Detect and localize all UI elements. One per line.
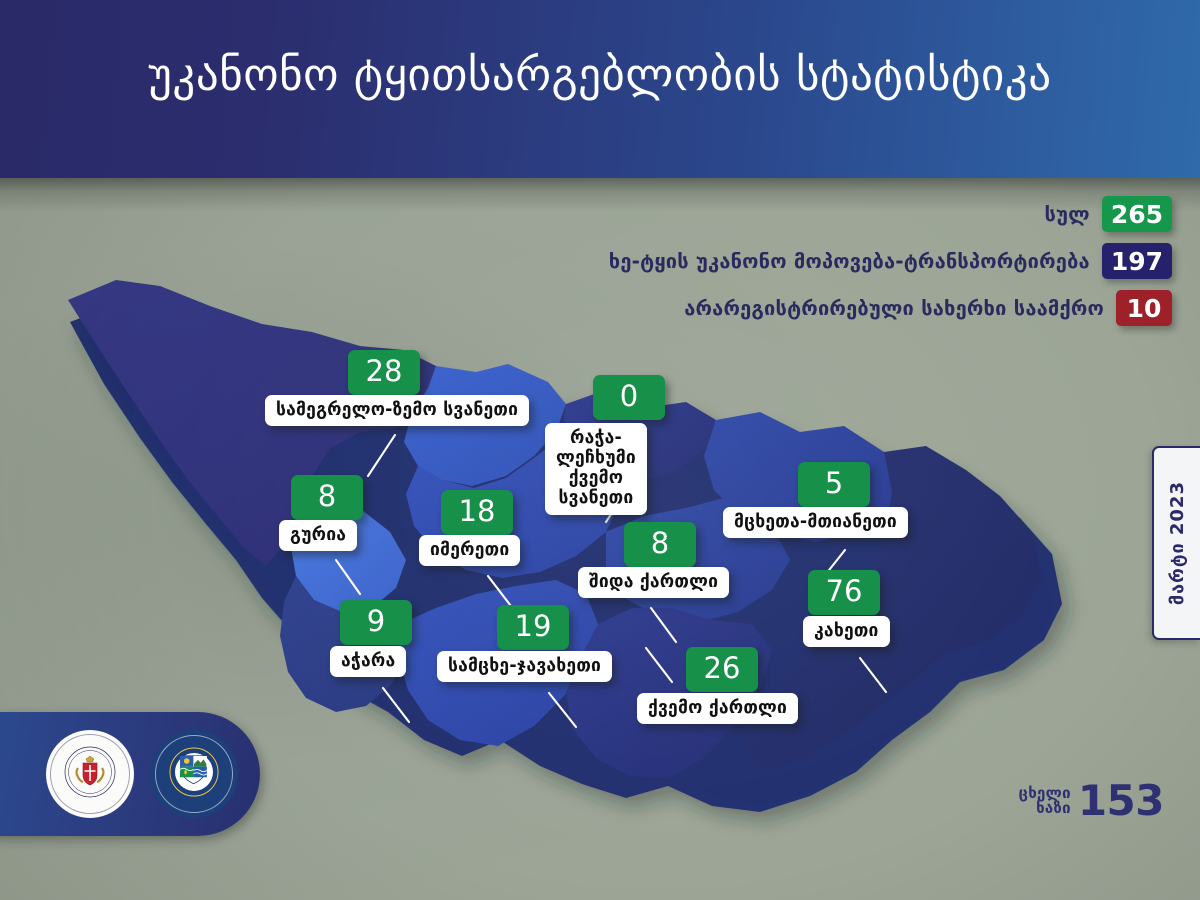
ministry-emblem-icon xyxy=(46,730,134,818)
georgia-coat-of-arms-icon xyxy=(64,746,116,798)
legend-row-unregistered: არარეგისტრირებული სახერხი საამქრო 10 xyxy=(684,290,1172,326)
region-value-badge: 26 xyxy=(686,647,758,692)
legend-badge-total: 265 xyxy=(1101,196,1172,232)
hotline-number: 153 xyxy=(1077,776,1165,825)
supervision-department-emblem-icon xyxy=(150,730,238,818)
emblem-shield xyxy=(169,747,219,801)
environment-shield-icon xyxy=(169,747,219,797)
date-tab-label: მარტი 2023 xyxy=(1166,480,1188,606)
header-banner: უკანონო ტყითსარგებლობის სტატისტიკა xyxy=(0,0,1200,178)
hotline-line-2: ხაზი xyxy=(1036,798,1071,817)
emblem-ring xyxy=(50,734,130,814)
region-value-badge: 0 xyxy=(593,375,665,420)
region-value-badge: 8 xyxy=(291,475,363,520)
region-name-label: იმერეთი xyxy=(419,535,521,567)
date-tab[interactable]: მარტი 2023 xyxy=(1152,446,1200,640)
legend-badge-transport: 197 xyxy=(1101,243,1172,279)
region-value-badge: 76 xyxy=(808,570,880,615)
region-value-badge: 19 xyxy=(497,605,569,650)
emblem-crest xyxy=(64,746,116,802)
legend-label-unregistered: არარეგისტრირებული სახერხი საამქრო xyxy=(684,296,1104,320)
region-name-label: ქვემო ქართლი xyxy=(637,693,799,725)
hotline-words: ცხელი ხაზი xyxy=(1018,783,1071,817)
region-name-label: კახეთი xyxy=(803,616,890,648)
region-name-label: აჭარა xyxy=(330,646,407,678)
region-name-label: მცხეთა-მთიანეთი xyxy=(723,507,908,539)
hotline: ცხელი ხაზი 153 xyxy=(1018,776,1165,825)
region-name-label: სამეგრელო-ზემო სვანეთი xyxy=(265,395,530,427)
region-value-badge: 5 xyxy=(798,462,870,507)
legend-row-transport: ხე-ტყის უკანონო მოპოვება-ტრანსპორტირება … xyxy=(609,243,1172,279)
region-name-label: გურია xyxy=(279,520,358,552)
map-region-kakheti xyxy=(742,446,1042,770)
hotline-line-1: ცხელი xyxy=(1018,783,1071,802)
page-title: უკანონო ტყითსარგებლობის სტატისტიკა xyxy=(148,48,1052,101)
region-name-label: რაჭა-ლეჩხუმი ქვემო სვანეთი xyxy=(545,423,647,515)
region-name-label: სამცხე-ჯავახეთი xyxy=(437,651,613,683)
region-value-badge: 9 xyxy=(340,600,412,645)
region-value-badge: 18 xyxy=(441,490,513,535)
region-value-badge: 28 xyxy=(348,350,420,395)
region-value-badge: 8 xyxy=(624,522,696,567)
legend-row-total: სულ 265 xyxy=(1045,196,1172,232)
legend-label-total: სულ xyxy=(1044,202,1090,226)
region-name-label: შიდა ქართლი xyxy=(578,567,730,599)
legend-label-transport: ხე-ტყის უკანონო მოპოვება-ტრანსპორტირება xyxy=(608,249,1090,273)
legend-badge-unregistered: 10 xyxy=(1116,290,1172,326)
legend: სულ 265 ხე-ტყის უკანონო მოპოვება-ტრანსპო… xyxy=(609,196,1172,326)
emblem-ring xyxy=(155,735,233,813)
logo-bar xyxy=(0,712,260,836)
